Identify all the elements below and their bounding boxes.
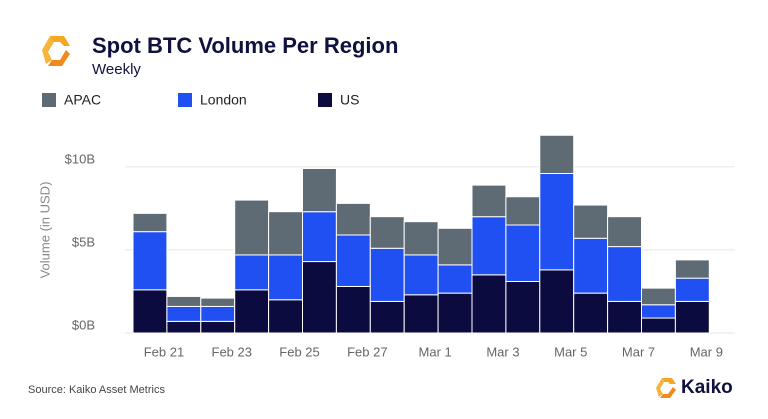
legend-label: US xyxy=(340,92,359,108)
bar-segment xyxy=(505,280,541,334)
bar-segment xyxy=(132,212,168,233)
bar-segment xyxy=(674,259,710,279)
brand-name: Kaiko xyxy=(681,377,733,398)
bar-segment xyxy=(607,246,642,302)
legend-swatch xyxy=(318,93,332,107)
x-tick-label: Feb 21 xyxy=(144,344,184,359)
bar-segment xyxy=(200,297,236,307)
bar-segment xyxy=(268,211,304,256)
bar-segment xyxy=(539,269,575,334)
bar-segment xyxy=(335,285,371,334)
x-tick-label: Feb 25 xyxy=(279,344,319,359)
bar-segment xyxy=(471,216,507,276)
source: Source: Kaiko Asset Metrics xyxy=(28,384,165,396)
bar-segment xyxy=(437,227,473,266)
bar-segment xyxy=(641,304,676,319)
bar-segment xyxy=(471,184,507,218)
bar-segment xyxy=(234,254,270,291)
chart-subtitle: Weekly xyxy=(92,61,141,78)
bar-segment xyxy=(403,221,439,256)
bar-segment xyxy=(234,289,270,334)
bar-segment xyxy=(166,305,202,322)
x-tick-label: Mar 3 xyxy=(486,344,519,359)
bar-segment xyxy=(132,289,168,334)
bar-segment xyxy=(335,234,371,287)
legend-label: London xyxy=(200,92,247,108)
bar-segment xyxy=(234,199,270,256)
bar-segment xyxy=(471,274,507,334)
bar-segment xyxy=(674,277,710,302)
bar-segment xyxy=(539,172,575,271)
brand-logo xyxy=(656,378,676,398)
bar-segment xyxy=(166,320,202,334)
x-tick-label: Mar 5 xyxy=(554,344,587,359)
chart-title: Spot BTC Volume Per Region xyxy=(92,33,398,58)
legend-swatch xyxy=(178,93,192,107)
bar-segment xyxy=(369,247,405,302)
bar-segment xyxy=(200,305,236,322)
y-tick-label: $0B xyxy=(72,317,95,332)
bar-segment xyxy=(302,211,337,263)
bar-segment xyxy=(607,300,642,334)
bar-segment xyxy=(573,204,609,239)
bar-segment xyxy=(335,202,371,236)
bar-segment xyxy=(641,287,676,306)
bar-segment xyxy=(268,299,304,334)
bar-segment xyxy=(505,224,541,282)
y-tick-label: $5B xyxy=(72,234,95,249)
x-tick-label: Mar 1 xyxy=(419,344,452,359)
bar-segment xyxy=(302,261,337,334)
bar-segment xyxy=(369,216,405,249)
logo xyxy=(42,36,70,66)
bar-segment xyxy=(403,294,439,334)
bar-segment xyxy=(437,292,473,334)
x-tick-label: Mar 7 xyxy=(622,344,655,359)
bar-segment xyxy=(268,254,304,301)
bar-segment xyxy=(403,254,439,296)
bar-segment xyxy=(166,295,202,307)
x-tick-label: Feb 23 xyxy=(212,344,252,359)
bar-segment xyxy=(132,231,168,291)
bar-segment xyxy=(607,216,642,248)
bar-segment xyxy=(437,264,473,294)
bar-segment xyxy=(505,196,541,226)
y-tick-label: $10B xyxy=(65,151,95,166)
bar-segment xyxy=(302,168,337,213)
x-tick-label: Feb 27 xyxy=(347,344,387,359)
y-axis-label: Volume (in USD) xyxy=(37,182,52,279)
legend-swatch xyxy=(42,93,56,107)
bar-segment xyxy=(200,320,236,334)
bar-segment xyxy=(539,134,575,174)
bar-segment xyxy=(641,317,676,334)
bar-segment xyxy=(674,300,710,334)
legend-label: APAC xyxy=(64,92,101,108)
bar-segment xyxy=(573,292,609,334)
bar-segment xyxy=(573,237,609,294)
bar-segment xyxy=(369,300,405,334)
x-tick-label: Mar 9 xyxy=(690,344,723,359)
